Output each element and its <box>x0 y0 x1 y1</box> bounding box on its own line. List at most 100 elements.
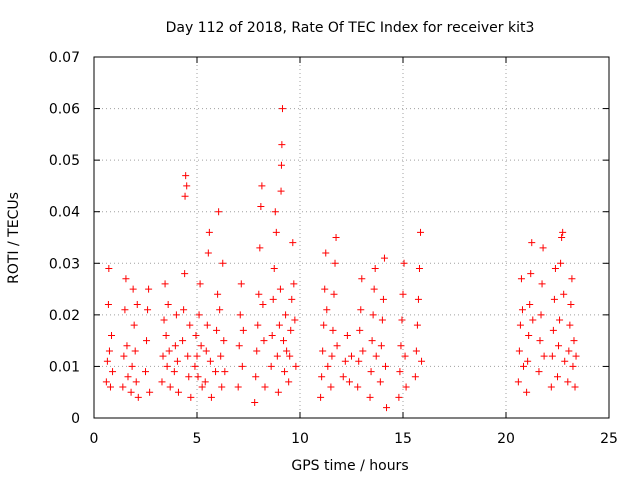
data-point <box>280 337 288 345</box>
data-point <box>323 306 331 314</box>
data-point <box>253 347 261 355</box>
y-tick-label: 0.02 <box>49 308 80 324</box>
data-point <box>132 378 140 386</box>
data-point <box>123 342 131 350</box>
data-point <box>368 337 376 345</box>
data-point <box>128 362 136 370</box>
data-point <box>292 362 300 370</box>
data-point <box>561 357 569 365</box>
data-point <box>333 342 341 350</box>
data-point <box>202 347 210 355</box>
data-point <box>258 182 266 190</box>
data-point <box>527 270 535 278</box>
data-point <box>366 393 374 401</box>
data-point <box>370 285 378 293</box>
data-point <box>318 373 326 381</box>
data-point <box>106 383 114 391</box>
data-point <box>252 373 260 381</box>
data-point <box>339 373 347 381</box>
data-point <box>372 352 380 360</box>
data-point <box>124 373 132 381</box>
data-point <box>535 368 543 376</box>
data-point <box>165 347 173 355</box>
data-point <box>238 362 246 370</box>
data-point <box>239 326 247 334</box>
axis-ticks <box>93 56 610 419</box>
data-point <box>276 285 284 293</box>
data-point <box>269 295 277 303</box>
data-point <box>538 280 546 288</box>
data-point <box>185 373 193 381</box>
data-point <box>212 368 220 376</box>
data-point <box>170 368 178 376</box>
data-point <box>255 290 263 298</box>
data-point <box>195 311 203 319</box>
y-tick-label: 0.07 <box>49 50 80 66</box>
data-point <box>160 316 168 324</box>
data-point <box>270 264 278 272</box>
data-point <box>267 362 275 370</box>
y-tick-label: 0.06 <box>49 102 80 118</box>
data-point <box>343 331 351 339</box>
data-point <box>329 326 337 334</box>
data-point <box>414 295 422 303</box>
data-point <box>171 342 179 350</box>
data-point <box>193 352 201 360</box>
data-point <box>359 347 367 355</box>
data-point <box>322 249 330 257</box>
data-point <box>174 388 182 396</box>
data-point <box>356 326 364 334</box>
x-tick-label: 15 <box>394 431 412 447</box>
gridlines <box>94 57 609 418</box>
y-tick-label: 0 <box>71 411 80 427</box>
data-point <box>321 285 329 293</box>
data-point <box>102 378 110 386</box>
data-point <box>557 259 565 267</box>
data-point <box>196 280 204 288</box>
data-point <box>400 259 408 267</box>
data-point <box>134 393 142 401</box>
data-point <box>528 239 536 247</box>
x-tick-label: 10 <box>291 431 309 447</box>
data-point <box>192 331 200 339</box>
data-point <box>109 368 117 376</box>
data-point <box>371 264 379 272</box>
data-point <box>411 373 419 381</box>
data-point <box>319 347 327 355</box>
data-point <box>179 337 187 345</box>
data-point <box>516 321 524 329</box>
data-point <box>213 326 221 334</box>
data-point <box>268 331 276 339</box>
data-point <box>274 388 282 396</box>
data-point <box>219 259 227 267</box>
data-point <box>261 383 269 391</box>
data-point <box>182 172 190 180</box>
data-point <box>143 337 151 345</box>
data-point <box>412 347 420 355</box>
data-point <box>550 295 558 303</box>
data-point <box>287 326 295 334</box>
data-point <box>217 352 225 360</box>
data-point <box>332 234 340 241</box>
data-point <box>256 244 264 252</box>
x-tick-label: 0 <box>90 431 99 447</box>
data-point <box>378 316 386 324</box>
data-point <box>567 301 575 309</box>
data-point <box>324 362 332 370</box>
data-point <box>568 275 576 283</box>
data-point <box>216 306 224 314</box>
data-point <box>283 347 291 355</box>
data-point <box>201 378 209 386</box>
data-point <box>273 352 281 360</box>
data-point <box>159 352 167 360</box>
y-tick-labels: 0 0.01 0.02 0.03 0.04 0.05 0.06 0.07 <box>49 50 80 427</box>
data-point <box>379 295 387 303</box>
data-point <box>277 161 285 169</box>
data-point <box>558 234 566 241</box>
data-point <box>194 373 202 381</box>
data-point <box>105 264 113 272</box>
data-point <box>277 187 285 195</box>
data-point <box>551 264 559 272</box>
y-tick-label: 0.01 <box>49 359 80 375</box>
